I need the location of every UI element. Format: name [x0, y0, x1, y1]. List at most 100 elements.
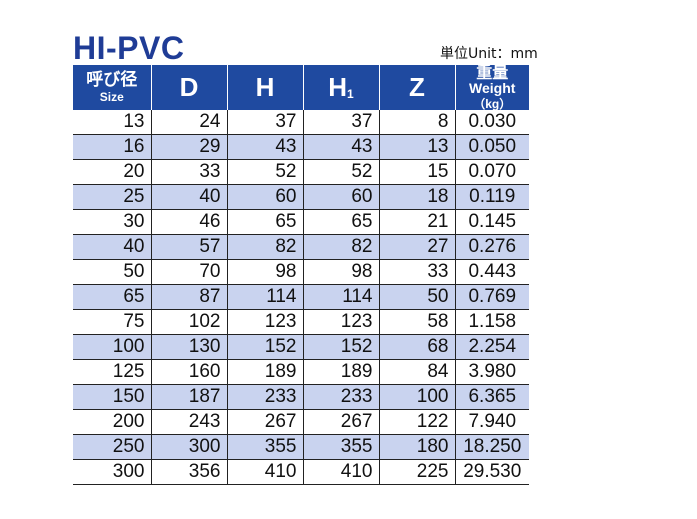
- table-row: 75 102 123 123 58 1.158: [73, 309, 529, 335]
- table-row: 20 33 52 52 15 0.070: [73, 159, 529, 185]
- h1-cell: 98: [302, 259, 379, 285]
- weight-cell: 0.443: [454, 259, 529, 285]
- d-cell: 356: [150, 459, 227, 485]
- table-row: 13 24 37 37 8 0.030: [73, 110, 529, 135]
- d-cell: 29: [150, 134, 227, 160]
- z-header: Z: [378, 65, 455, 110]
- table-row: 125 160 189 189 84 3.980: [73, 359, 529, 385]
- table-row: 30 46 65 65 21 0.145: [73, 209, 529, 235]
- weight-cell: 1.158: [454, 309, 529, 335]
- z-cell: 100: [378, 384, 455, 410]
- h1-cell: 37: [302, 110, 379, 135]
- size-cell: 25: [73, 184, 151, 210]
- weight-cell: 0.070: [454, 159, 529, 185]
- h1-cell: 152: [302, 334, 379, 360]
- z-cell: 122: [378, 409, 455, 435]
- h-header-label: H: [255, 72, 275, 102]
- h-cell: 60: [226, 184, 303, 210]
- h1-header-subscript: 1: [347, 87, 354, 101]
- page-title: HI-PVC: [73, 30, 185, 66]
- size-cell: 250: [73, 434, 151, 460]
- d-cell: 187: [150, 384, 227, 410]
- d-cell: 40: [150, 184, 227, 210]
- weight-cell: 0.145: [454, 209, 529, 235]
- h-cell: 233: [226, 384, 303, 410]
- weight-cell: 6.365: [454, 384, 529, 410]
- size-cell: 20: [73, 159, 151, 185]
- table-row: 250 300 355 355 180 18.250: [73, 434, 529, 460]
- table-row: 100 130 152 152 68 2.254: [73, 334, 529, 360]
- d-cell: 46: [150, 209, 227, 235]
- d-cell: 57: [150, 234, 227, 260]
- h1-cell: 123: [302, 309, 379, 335]
- size-header: 呼び径 Size: [73, 65, 151, 110]
- spec-table: 呼び径 Size D H H1 Z 重量 Weight （kg） 13 24 37 3…: [73, 65, 529, 485]
- unit-label: 単位Unit：mm: [440, 46, 538, 62]
- z-cell: 13: [378, 134, 455, 160]
- size-cell: 40: [73, 234, 151, 260]
- z-cell: 21: [378, 209, 455, 235]
- h1-header: H1: [302, 65, 379, 110]
- table-row: 200 243 267 267 122 7.940: [73, 409, 529, 435]
- z-cell: 18: [378, 184, 455, 210]
- h1-cell: 355: [302, 434, 379, 460]
- z-header-label: Z: [409, 72, 425, 102]
- h1-cell: 233: [302, 384, 379, 410]
- size-cell: 300: [73, 459, 151, 485]
- table-row: 16 29 43 43 13 0.050: [73, 134, 529, 160]
- weight-cell: 0.119: [454, 184, 529, 210]
- h-cell: 37: [226, 110, 303, 135]
- z-cell: 58: [378, 309, 455, 335]
- weight-cell: 0.030: [454, 110, 529, 135]
- h1-cell: 189: [302, 359, 379, 385]
- table-row: 150 187 233 233 100 6.365: [73, 384, 529, 410]
- size-cell: 125: [73, 359, 151, 385]
- h1-cell: 267: [302, 409, 379, 435]
- size-cell: 100: [73, 334, 151, 360]
- size-cell: 65: [73, 284, 151, 310]
- size-cell: 50: [73, 259, 151, 285]
- size-cell: 16: [73, 134, 151, 160]
- h-cell: 82: [226, 234, 303, 260]
- size-header-en: Size: [99, 90, 124, 104]
- weight-cell: 3.980: [454, 359, 529, 385]
- z-cell: 50: [378, 284, 455, 310]
- weight-cell: 0.276: [454, 234, 529, 260]
- z-cell: 15: [378, 159, 455, 185]
- size-cell: 75: [73, 309, 151, 335]
- d-cell: 102: [150, 309, 227, 335]
- weight-header-en: Weight: [469, 80, 516, 96]
- table-row: 40 57 82 82 27 0.276: [73, 234, 529, 260]
- h-cell: 123: [226, 309, 303, 335]
- table-header-row: 呼び径 Size D H H1 Z 重量 Weight （kg）: [73, 65, 529, 110]
- weight-cell: 0.050: [454, 134, 529, 160]
- d-cell: 24: [150, 110, 227, 135]
- h1-header-label: H: [328, 72, 348, 102]
- h1-cell: 82: [302, 234, 379, 260]
- h-cell: 410: [226, 459, 303, 485]
- h-cell: 114: [226, 284, 303, 310]
- d-cell: 130: [150, 334, 227, 360]
- size-cell: 30: [73, 209, 151, 235]
- h-cell: 267: [226, 409, 303, 435]
- h-cell: 189: [226, 359, 303, 385]
- weight-header: 重量 Weight （kg）: [454, 63, 529, 110]
- h-cell: 152: [226, 334, 303, 360]
- z-cell: 225: [378, 459, 455, 485]
- h-cell: 355: [226, 434, 303, 460]
- d-header: D: [150, 65, 227, 110]
- d-cell: 87: [150, 284, 227, 310]
- size-cell: 13: [73, 110, 151, 135]
- weight-header-jp: 重量: [476, 63, 509, 82]
- z-cell: 84: [378, 359, 455, 385]
- z-cell: 27: [378, 234, 455, 260]
- h1-cell: 43: [302, 134, 379, 160]
- h1-cell: 65: [302, 209, 379, 235]
- weight-cell: 18.250: [454, 434, 529, 460]
- z-cell: 180: [378, 434, 455, 460]
- h-cell: 98: [226, 259, 303, 285]
- size-header-jp: 呼び径: [86, 70, 138, 90]
- table-row: 65 87 114 114 50 0.769: [73, 284, 529, 310]
- h1-cell: 114: [302, 284, 379, 310]
- weight-cell: 2.254: [454, 334, 529, 360]
